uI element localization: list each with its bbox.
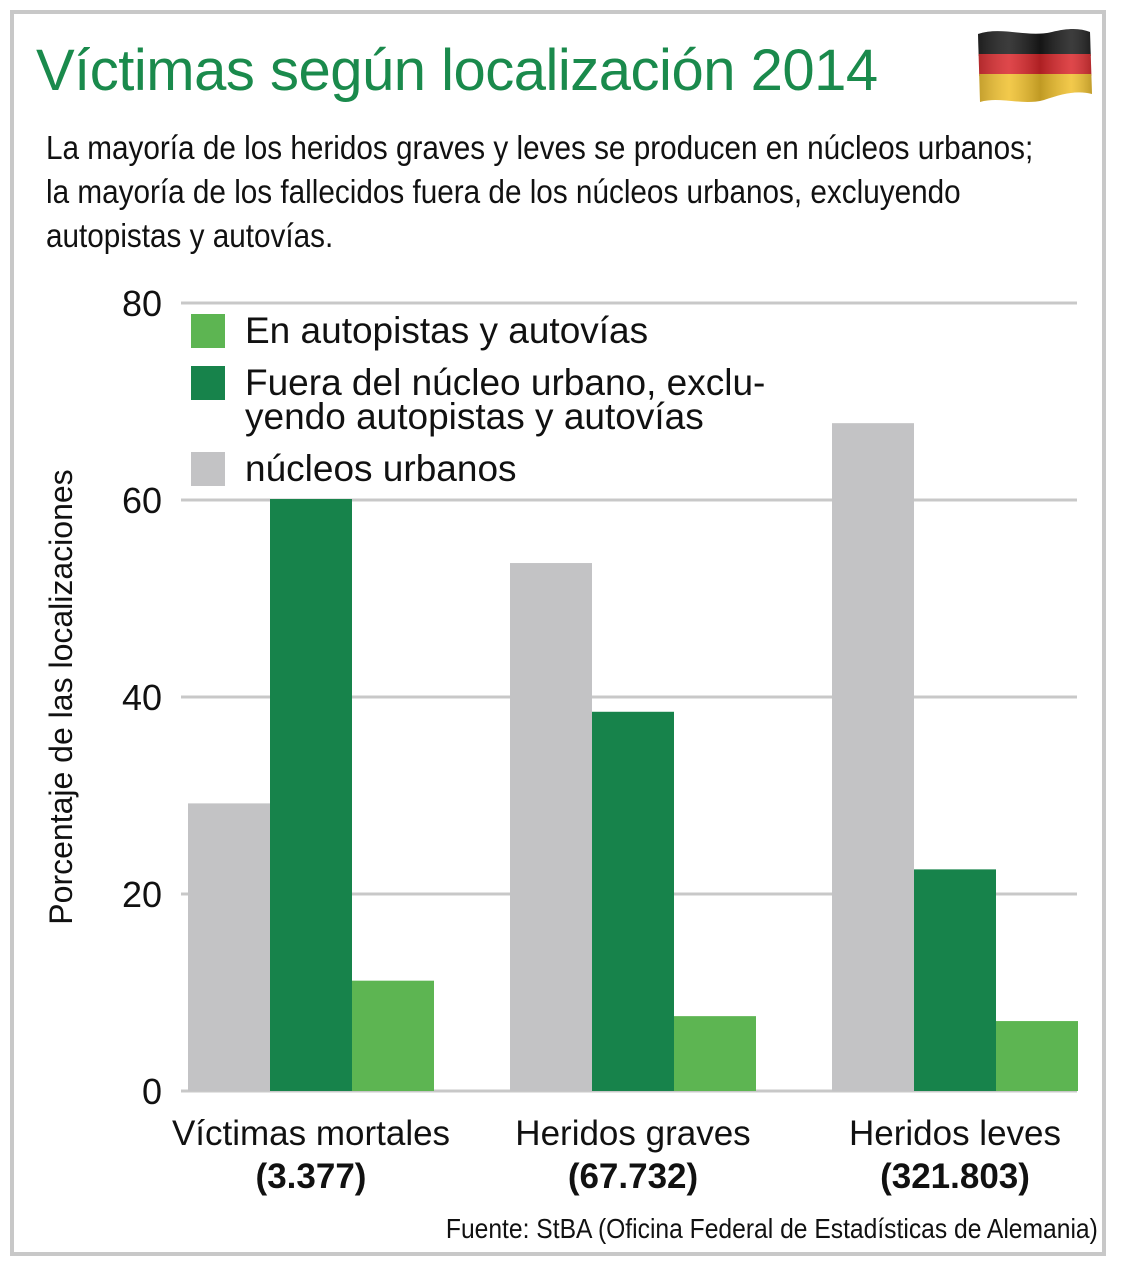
legend-label: núcleos urbanos (245, 448, 517, 489)
bar (188, 803, 270, 1091)
subtitle-line: autopistas y autovías. (46, 217, 334, 254)
x-category-count: (321.803) (880, 1157, 1030, 1196)
legend-label: yendo autopistas y autovías (245, 396, 704, 437)
bar (996, 1021, 1078, 1091)
legend-label: Fuera del núcleo urbano, exclu- (245, 362, 765, 403)
x-category-label: Heridos leves (849, 1114, 1061, 1153)
legend-swatch (191, 314, 225, 348)
legend-swatch (191, 452, 225, 486)
x-category-label: Víctimas mortales (172, 1114, 450, 1153)
y-axis-label: Porcentaje de las localizaciones (43, 469, 79, 924)
bar (510, 563, 592, 1091)
y-tick-label: 0 (142, 1071, 162, 1112)
chart-title: Víctimas según localización 2014 (36, 38, 878, 103)
bar (592, 711, 674, 1091)
x-category-count: (3.377) (256, 1157, 367, 1196)
chart-subtitle: La mayoría de los heridos graves y leves… (46, 126, 1034, 258)
bar (914, 869, 996, 1091)
subtitle-line: la mayoría de los fallecidos fuera de lo… (46, 173, 961, 210)
bar (270, 499, 352, 1091)
y-tick-label: 40 (122, 677, 162, 718)
bar (832, 423, 914, 1091)
legend-label: En autopistas y autovías (245, 310, 648, 351)
x-category-label: Heridos graves (515, 1114, 750, 1153)
bar (674, 1016, 756, 1091)
y-tick-label: 20 (122, 874, 162, 915)
y-tick-label: 80 (122, 283, 162, 324)
x-category-count: (67.732) (568, 1157, 698, 1196)
y-tick-label: 60 (122, 480, 162, 521)
bar (352, 980, 434, 1091)
source-note: Fuente: StBA (Oficina Federal de Estadís… (446, 1213, 1098, 1244)
legend-swatch (191, 366, 225, 400)
germany-flag-icon (978, 29, 1092, 102)
subtitle-line: La mayoría de los heridos graves y leves… (46, 129, 1034, 166)
